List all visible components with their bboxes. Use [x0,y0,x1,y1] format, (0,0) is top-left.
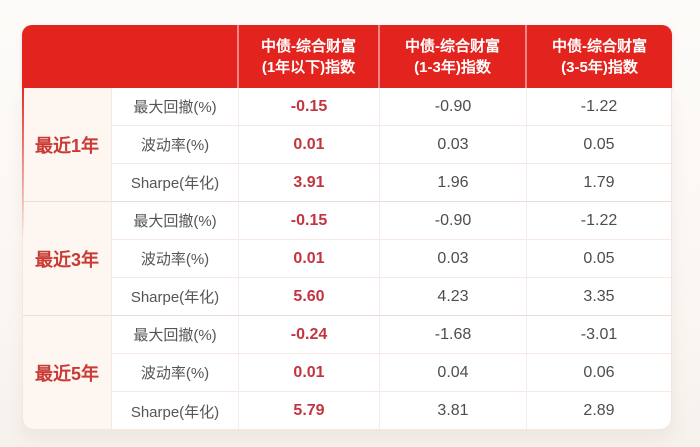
metric-cell: Sharpe(年化) [111,164,238,202]
value-cell: 0.06 [526,354,671,392]
value-cell: -0.24 [238,316,379,354]
metric-cell: 最大回撤(%) [111,316,238,354]
table-body: 最近1年 最大回撤(%) -0.15 -0.90 -1.22 波动率(%) 0.… [22,88,672,430]
value-cell: 2.89 [526,392,671,429]
header-empty-cell [22,25,237,88]
row-group-label-5y: 最近5年 [23,316,111,429]
value-cell: -1.68 [379,316,526,354]
metric-cell: 波动率(%) [111,354,238,392]
row-group-label-1y: 最近1年 [23,88,111,202]
metric-cell: 最大回撤(%) [111,88,238,126]
value-cell: -1.22 [526,88,671,126]
value-cell: -3.01 [526,316,671,354]
metric-cell: 最大回撤(%) [111,202,238,240]
row-group-label-3y: 最近3年 [23,202,111,316]
value-cell: -0.90 [379,88,526,126]
metric-cell: 波动率(%) [111,126,238,164]
value-cell: 0.01 [238,126,379,164]
value-cell: 0.01 [238,240,379,278]
metric-cell: Sharpe(年化) [111,392,238,429]
value-cell: 0.05 [526,240,671,278]
value-cell: 0.05 [526,126,671,164]
value-cell: 4.23 [379,278,526,316]
value-cell: 3.81 [379,392,526,429]
value-cell: 1.79 [526,164,671,202]
value-cell: 0.03 [379,240,526,278]
value-cell: 0.03 [379,126,526,164]
table-header-row: 中债-综合财富 (1年以下)指数 中债-综合财富 (1-3年)指数 中债-综合财… [22,25,672,88]
value-cell: -0.90 [379,202,526,240]
value-cell: 0.01 [238,354,379,392]
value-cell: 5.79 [238,392,379,429]
value-cell: 5.60 [238,278,379,316]
header-col-index-3-5y: 中债-综合财富 (3-5年)指数 [525,25,672,88]
metric-cell: 波动率(%) [111,240,238,278]
value-cell: 3.91 [238,164,379,202]
header-col-index-1-3y: 中债-综合财富 (1-3年)指数 [378,25,525,88]
value-cell: -0.15 [238,202,379,240]
value-cell: -1.22 [526,202,671,240]
value-cell: 1.96 [379,164,526,202]
metric-cell: Sharpe(年化) [111,278,238,316]
value-cell: 3.35 [526,278,671,316]
value-cell: 0.04 [379,354,526,392]
value-cell: -0.15 [238,88,379,126]
index-performance-table: 中债-综合财富 (1年以下)指数 中债-综合财富 (1-3年)指数 中债-综合财… [22,25,672,430]
header-col-index-under-1y: 中债-综合财富 (1年以下)指数 [237,25,378,88]
